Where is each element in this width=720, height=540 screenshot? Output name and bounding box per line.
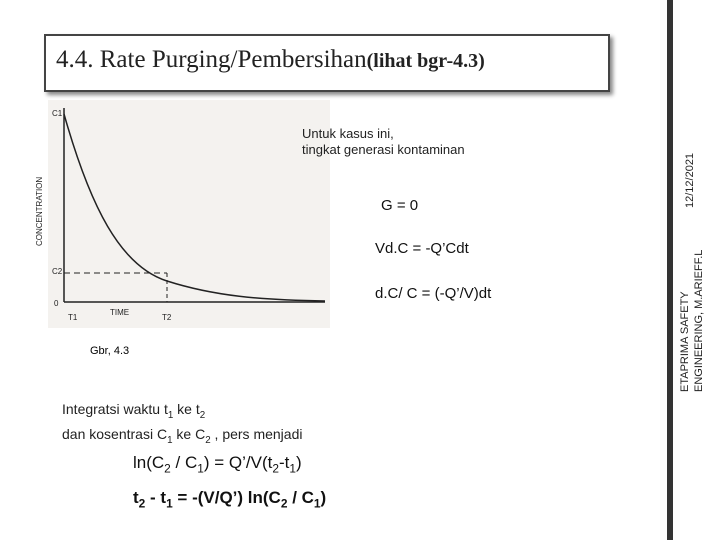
note-line: tingkat generasi kontaminan bbox=[302, 142, 465, 157]
title-box: 4.4. Rate Purging/Pembersihan(lihat bgr-… bbox=[44, 34, 610, 92]
text-part: Integratsi waktu t bbox=[62, 401, 168, 417]
label: C2 bbox=[52, 267, 63, 276]
text-part: 1 bbox=[166, 496, 173, 511]
text-part: 2 bbox=[138, 496, 146, 511]
label: C1 bbox=[52, 109, 63, 118]
integration-text: Integratsi waktu t1 ke t2 dan kosentrasi… bbox=[62, 400, 302, 450]
caption: Gbr, 4.3 bbox=[90, 345, 130, 357]
text-part: ) bbox=[296, 453, 302, 472]
text-part: 2 bbox=[280, 496, 288, 511]
equation: Vd.C = -Q’Cdt bbox=[375, 240, 469, 257]
figure-bg bbox=[48, 100, 330, 328]
figure: C1 C2 0 T1 T2 TIME CONCENTRATION bbox=[35, 100, 330, 328]
text-part: 1 bbox=[197, 461, 204, 476]
text-line: Integratsi waktu t1 ke t2 bbox=[62, 400, 302, 425]
text-part: -t bbox=[278, 453, 290, 472]
side-bar bbox=[667, 0, 673, 540]
text-part: / C bbox=[287, 488, 314, 507]
footer-line: ETAPRIMA SAFETY bbox=[679, 291, 691, 392]
text-part: ke t bbox=[173, 401, 200, 417]
text-part: - t bbox=[145, 488, 167, 507]
label: 0 bbox=[54, 299, 59, 308]
text-part: ke C bbox=[172, 425, 206, 442]
text-part: ) = Q’/V(t bbox=[203, 453, 273, 472]
footer: ETAPRIMA SAFETY ENGINEERING, M.ARIEFF.L bbox=[678, 250, 706, 392]
text-line: dan kosentrasi C1 ke C2 , pers menjadi bbox=[62, 425, 302, 450]
note-line: Untuk kasus ini, bbox=[302, 126, 394, 141]
footer-line: ENGINEERING, M.ARIEFF.L bbox=[693, 249, 705, 392]
text-part: , pers menjadi bbox=[210, 425, 303, 442]
label: T2 bbox=[162, 313, 172, 322]
text-part: ln(C bbox=[133, 453, 165, 472]
text-part: 2 bbox=[205, 434, 211, 446]
text-part: 2 bbox=[272, 461, 279, 476]
result-1: ln(C2 / C1) = Q’/V(t2-t1) bbox=[133, 453, 302, 475]
text-part: 1 bbox=[167, 409, 174, 421]
title-main: 4.4. Rate Purging/Pembersihan bbox=[56, 46, 367, 73]
text-part: 1 bbox=[313, 496, 321, 511]
title-note: (lihat bgr-4.3) bbox=[366, 50, 485, 72]
label: CONCENTRATION bbox=[35, 177, 44, 246]
note: Untuk kasus ini, tingkat generasi kontami… bbox=[302, 126, 465, 158]
label: T1 bbox=[68, 313, 78, 322]
label: TIME bbox=[110, 308, 129, 317]
result-2: t2 - t1 = -(V/Q’) ln(C2 / C1) bbox=[133, 488, 326, 510]
text-part: 2 bbox=[199, 409, 206, 421]
text-part: 2 bbox=[164, 461, 171, 476]
date: 12/12/2021 bbox=[684, 152, 696, 208]
text-part: ) bbox=[320, 488, 327, 507]
text-part: t bbox=[133, 488, 139, 507]
text-part: 1 bbox=[289, 461, 296, 476]
equation: d.C/ C = (-Q’/V)dt bbox=[375, 285, 492, 302]
text-part: / C bbox=[170, 453, 198, 472]
equation: G = 0 bbox=[381, 197, 419, 214]
title: 4.4. Rate Purging/Pembersihan(lihat bgr-… bbox=[56, 46, 485, 74]
text-part: = -(V/Q’) ln(C bbox=[172, 488, 281, 507]
text-part: dan kosentrasi C bbox=[62, 425, 168, 442]
text-part: 1 bbox=[167, 434, 173, 446]
